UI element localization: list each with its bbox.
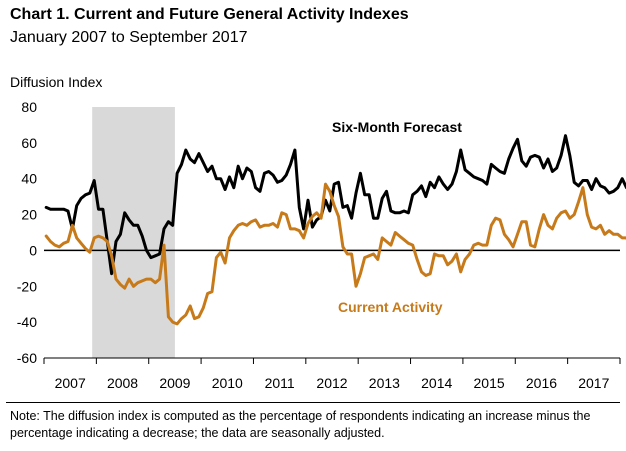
y-tick-label: 20 (21, 207, 37, 223)
y-tick-label: 40 (21, 171, 37, 187)
series-label-current: Current Activity (338, 299, 443, 315)
x-tick-label: 2016 (526, 375, 557, 391)
series-label-forecast: Six-Month Forecast (332, 119, 462, 135)
chart-title: Chart 1. Current and Future General Acti… (10, 6, 409, 23)
chart-subtitle: January 2007 to September 2017 (10, 29, 248, 46)
note-divider (6, 402, 620, 403)
x-tick-label: 2015 (474, 375, 505, 391)
x-tick-label: 2011 (265, 375, 295, 391)
x-tick-label: 2014 (421, 375, 452, 391)
x-tick-label: 2007 (55, 375, 86, 391)
series-line-forecast (44, 134, 626, 276)
x-tick-label: 2008 (107, 375, 138, 391)
y-tick-label: -40 (17, 314, 37, 330)
y-tick-label: 60 (21, 135, 37, 151)
series-line-current (44, 182, 626, 326)
x-tick-label: 2013 (369, 375, 400, 391)
x-tick-label: 2010 (212, 375, 243, 391)
y-tick-label: 80 (21, 99, 37, 115)
y-axis-label: Diffusion Index (10, 74, 103, 90)
chart-note: Note: The diffusion index is computed as… (10, 409, 591, 440)
x-tick-label: 2017 (578, 375, 609, 391)
x-tick-label: 2009 (159, 375, 190, 391)
x-tick-label: 2012 (316, 375, 347, 391)
chart-canvas: 80 60 40 20 0 -20 -40 -60 2007 2008 2009 2010 2011 2… (17, 99, 626, 391)
y-tick-label: -60 (17, 350, 37, 366)
y-tick-label: 0 (29, 242, 37, 258)
y-tick-label: -20 (17, 278, 37, 294)
